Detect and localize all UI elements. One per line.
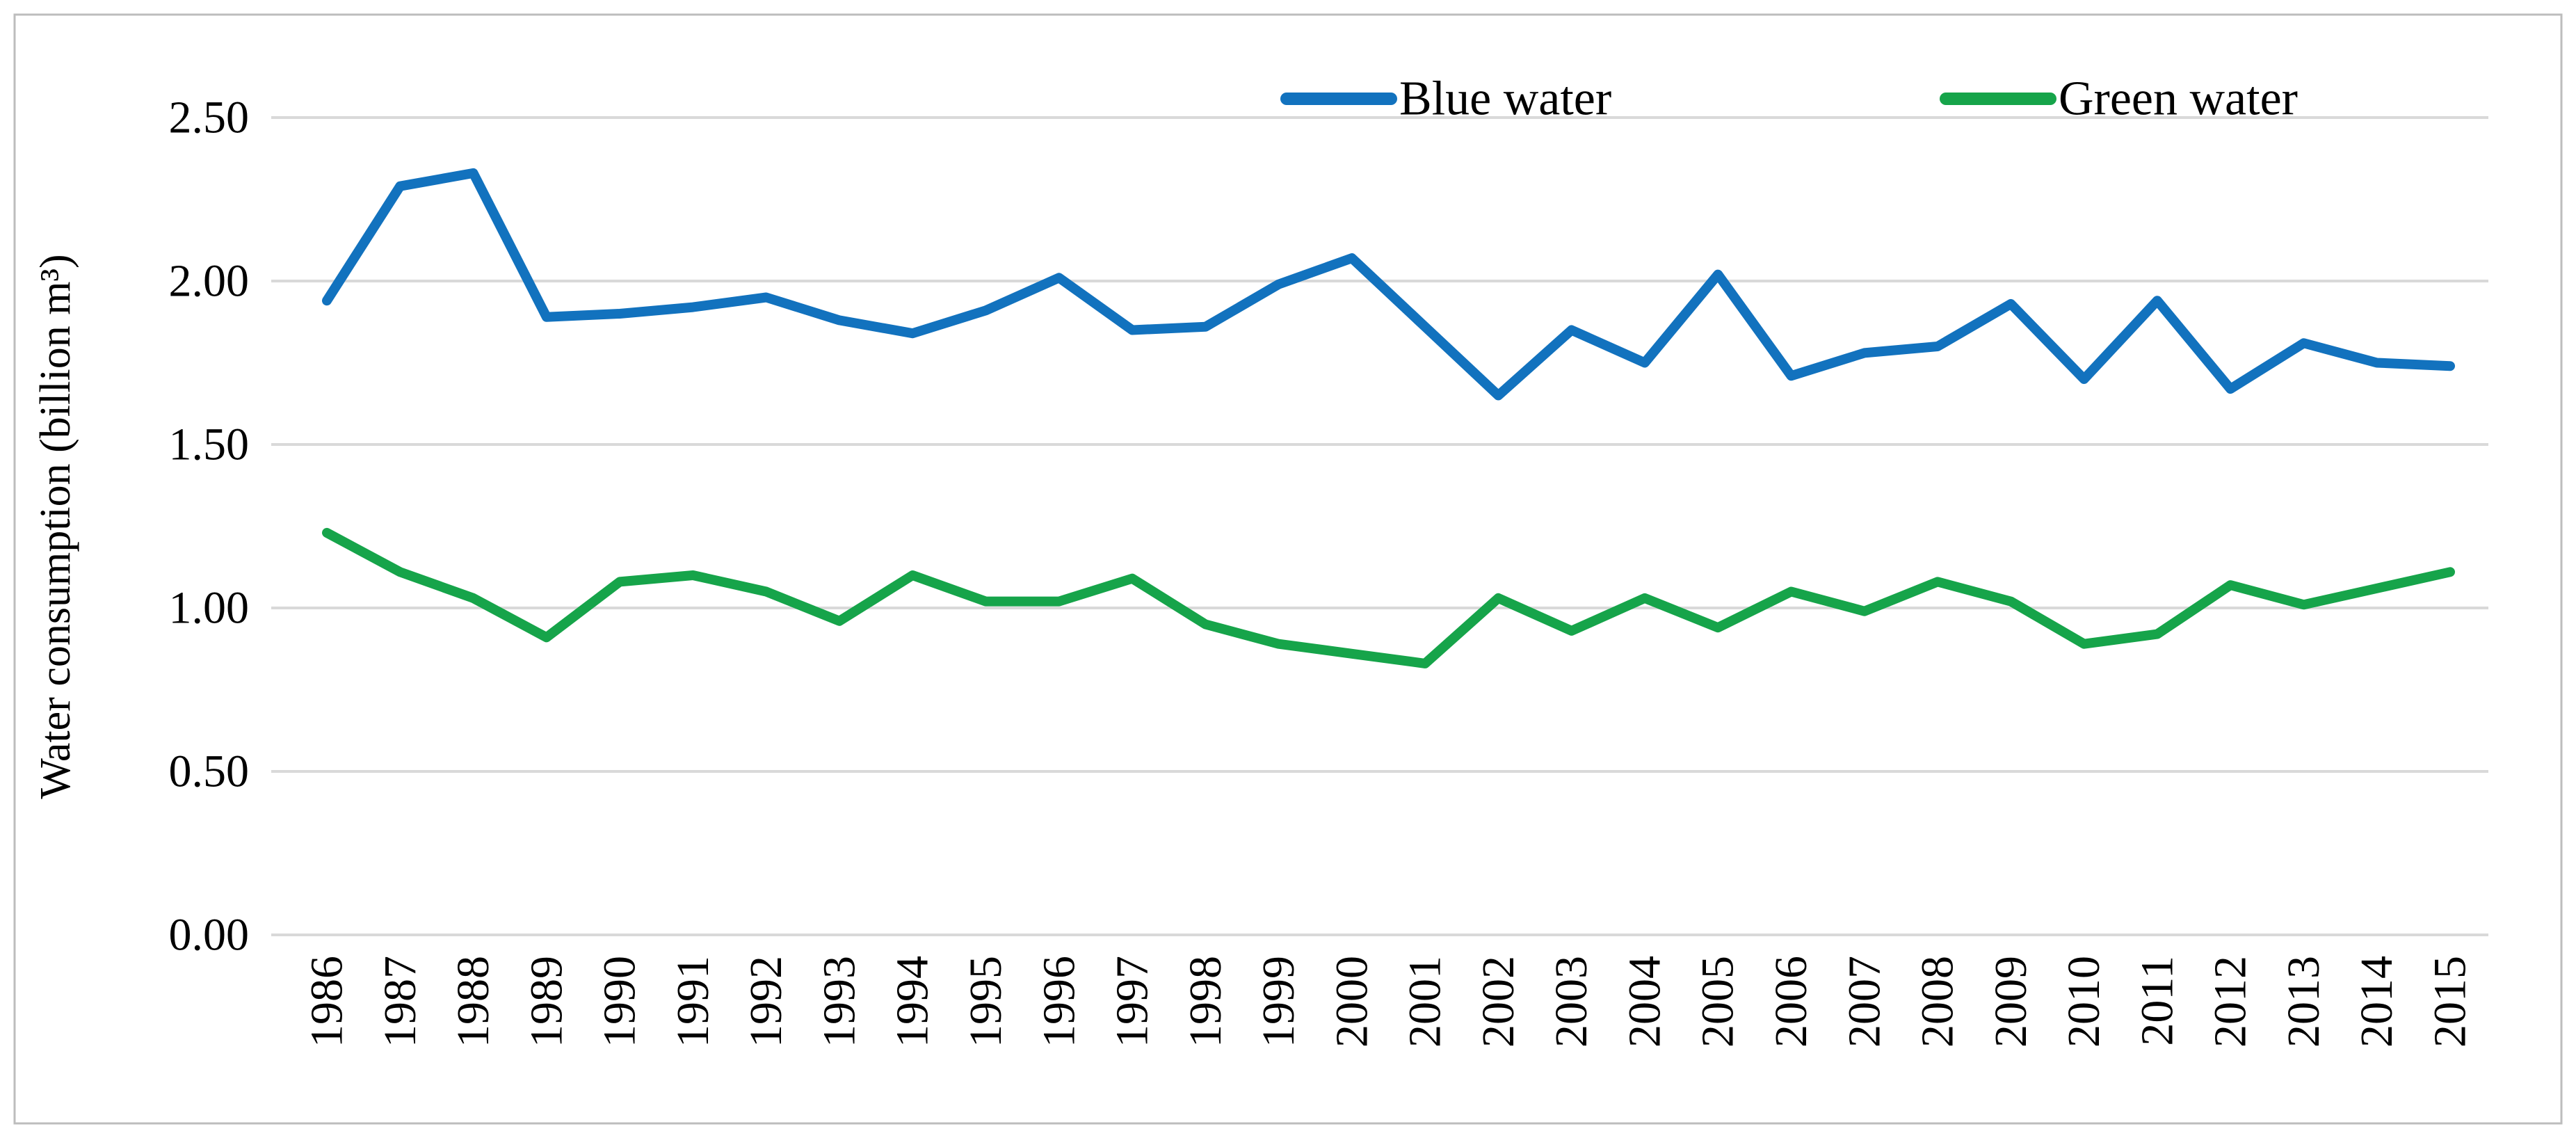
x-tick-label: 1998 (1180, 956, 1231, 1048)
series-group (322, 168, 2455, 668)
x-tick-label: 1997 (1107, 956, 1158, 1048)
x-tick-label: 2000 (1326, 956, 1377, 1048)
y-tick-labels-group: 0.00 0.50 1.00 1.50 2.00 2.50 (169, 93, 250, 961)
x-tick-label: 2007 (1839, 956, 1890, 1048)
x-tick-label: 1999 (1253, 956, 1304, 1048)
x-tick-label: 2004 (1619, 956, 1670, 1048)
y-tick-label: 1.50 (169, 419, 250, 470)
y-tick-label: 0.50 (169, 746, 250, 797)
x-tick-label: 1990 (595, 956, 645, 1048)
figure-border (13, 13, 2563, 1125)
x-tick-label: 2003 (1546, 956, 1597, 1048)
x-tick-labels-group: 1986 1987 1988 1989 1990 1991 1992 1993 1994 1995… (302, 956, 2476, 1048)
legend-item-green-water: Green water (1940, 72, 2298, 126)
x-tick-label: 2013 (2278, 956, 2329, 1048)
x-tick-label: 2005 (1693, 956, 1744, 1048)
x-tick-label: 1987 (375, 956, 426, 1048)
x-tick-label: 2001 (1400, 956, 1451, 1048)
y-tick-label: 2.50 (169, 93, 250, 143)
legend-label-green-water: Green water (2059, 72, 2298, 126)
gridlines-group (271, 116, 2488, 936)
x-tick-label: 1994 (887, 956, 938, 1048)
x-tick-label: 1989 (521, 956, 572, 1048)
legend: Blue water Green water (1280, 72, 2298, 126)
x-tick-label: 2012 (2205, 956, 2256, 1048)
x-tick-label: 2009 (1986, 956, 2036, 1048)
x-tick-label: 1991 (668, 956, 718, 1048)
y-tick-label: 0.00 (169, 910, 250, 961)
x-tick-label: 2014 (2351, 956, 2402, 1048)
series-line-green-water (322, 527, 2455, 668)
x-tick-label: 2011 (2132, 956, 2182, 1046)
y-tick-label: 1.00 (169, 583, 250, 634)
x-tick-label: 2008 (1913, 956, 1963, 1048)
x-tick-label: 1988 (448, 956, 499, 1048)
legend-label-blue-water: Blue water (1399, 72, 1611, 126)
x-tick-label: 1996 (1033, 956, 1084, 1048)
x-tick-label: 2002 (1473, 956, 1524, 1048)
x-tick-label: 2010 (2059, 956, 2109, 1048)
x-tick-label: 2006 (1766, 956, 1817, 1048)
legend-item-blue-water: Blue water (1280, 72, 1611, 126)
y-axis-title: Water consumption (billion m³) (32, 254, 79, 799)
y-tick-label: 2.00 (169, 256, 250, 307)
x-tick-label: 2015 (2425, 956, 2476, 1048)
series-line-blue-water (322, 168, 2455, 401)
x-tick-label: 1986 (302, 956, 353, 1048)
x-tick-label: 1992 (741, 956, 791, 1048)
x-tick-label: 1993 (814, 956, 864, 1048)
x-tick-label: 1995 (960, 956, 1011, 1048)
